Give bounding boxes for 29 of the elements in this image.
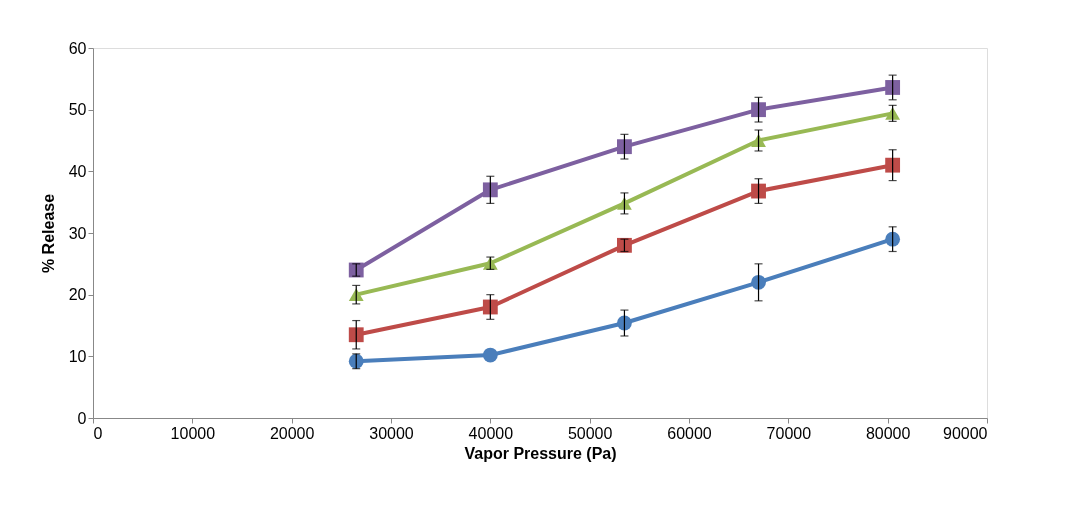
x-tick-label: 90000 [943,424,988,442]
x-tick-label: 50000 [567,424,613,442]
point [885,157,901,173]
x-tick-label: 10000 [170,424,216,442]
x-tick-label: 70000 [766,424,812,442]
y-tick-label: 0 [77,409,87,427]
y-tick-label: 10 [68,347,87,365]
y-tick-label: 40 [68,162,87,180]
point [482,182,498,198]
y-axis-title: % Release [39,193,57,274]
x-tick-label: 30000 [369,424,414,442]
y-tick-label: 30 [68,224,87,242]
point [885,80,901,95]
y-tick-label: 60 [68,39,87,57]
point [617,315,632,331]
x-tick-label: 20000 [269,424,315,442]
point [751,274,766,290]
point [348,327,364,343]
x-tick-label: 60000 [667,424,712,442]
x-tick-label: 40000 [468,424,514,442]
point [751,102,766,118]
y-tick-label: 50 [68,101,87,119]
point [617,139,632,155]
x-axis-title: Vapor Pressure (Pa) [464,444,617,462]
x-tick-label: 0 [93,424,103,442]
point [885,231,901,247]
y-tick-label: 20 [68,286,87,304]
point [482,347,498,363]
x-tick-label: 80000 [865,424,911,442]
